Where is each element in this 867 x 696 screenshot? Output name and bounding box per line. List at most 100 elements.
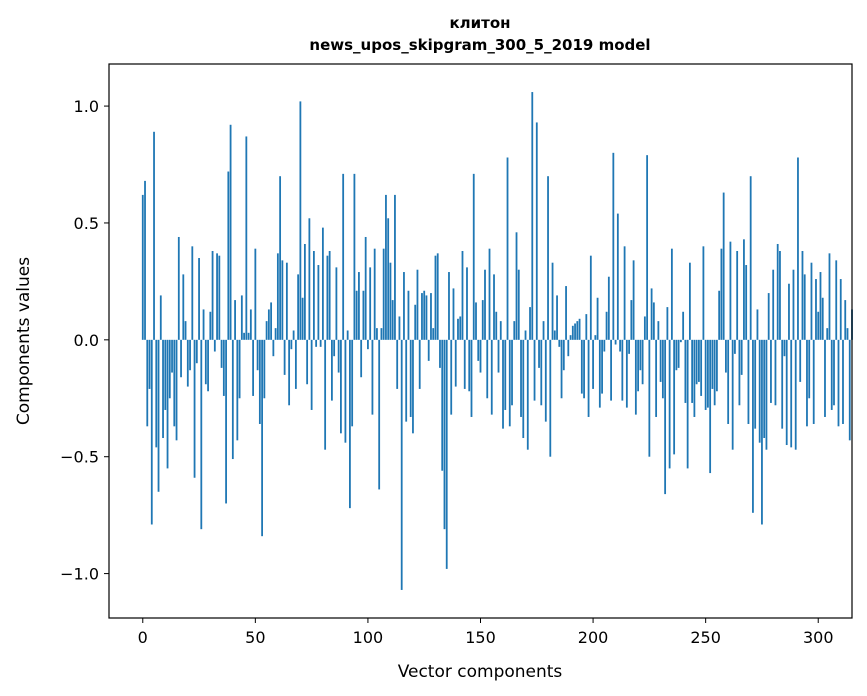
bar-component-175 xyxy=(535,122,538,340)
bar-component-178 xyxy=(542,321,545,340)
bar-component-118 xyxy=(407,290,410,340)
bar-component-90 xyxy=(344,339,347,443)
bar-component-45 xyxy=(243,332,245,340)
bar-component-217 xyxy=(630,300,633,340)
bar-component-78 xyxy=(317,265,320,340)
x-axis-ticks: 0 50 100 150 200 250 300 xyxy=(138,618,834,647)
bar-component-212 xyxy=(619,339,621,352)
bar-component-1 xyxy=(144,180,146,340)
bar-component-163 xyxy=(508,339,511,427)
bar-component-314 xyxy=(848,339,851,441)
bar-component-86 xyxy=(335,267,338,340)
bar-component-276 xyxy=(763,339,766,439)
bar-component-141 xyxy=(459,316,462,340)
bar-component-261 xyxy=(729,241,732,340)
bar-component-147 xyxy=(472,173,475,340)
bar-component-264 xyxy=(736,251,739,340)
bar-component-28 xyxy=(204,339,207,385)
bar-component-189 xyxy=(567,339,570,357)
bar-component-198 xyxy=(587,339,590,417)
bar-component-112 xyxy=(394,194,396,340)
bar-component-291 xyxy=(797,157,799,340)
bar-component-288 xyxy=(790,339,793,448)
bar-component-156 xyxy=(493,274,495,340)
bar-component-94 xyxy=(353,173,356,340)
bar-component-260 xyxy=(727,339,730,424)
bar-component-196 xyxy=(583,339,585,399)
bar-component-151 xyxy=(481,300,484,340)
bar-component-211 xyxy=(616,213,619,340)
bar-component-244 xyxy=(691,339,694,403)
bar-component-257 xyxy=(720,248,723,340)
bar-component-105 xyxy=(378,339,381,490)
bar-component-295 xyxy=(806,339,808,427)
bar-component-254 xyxy=(713,339,716,406)
bar-component-246 xyxy=(695,339,698,385)
bar-component-7 xyxy=(157,339,160,492)
bar-component-80 xyxy=(321,227,324,340)
x-tick-label: 150 xyxy=(465,628,496,647)
x-tick-label: 300 xyxy=(803,628,834,647)
bar-component-284 xyxy=(781,339,784,429)
bar-component-60 xyxy=(276,253,279,340)
bar-component-302 xyxy=(821,297,824,340)
bar-component-216 xyxy=(628,339,630,354)
y-tick-label: 0.5 xyxy=(74,214,99,233)
bar-component-271 xyxy=(752,339,754,513)
bar-component-66 xyxy=(290,339,293,350)
x-tick-label: 100 xyxy=(353,628,384,647)
bar-component-238 xyxy=(677,339,680,368)
x-tick-label: 250 xyxy=(690,628,721,647)
x-tick-label: 0 xyxy=(138,628,148,647)
bar-component-107 xyxy=(382,248,385,340)
bar-component-29 xyxy=(207,339,209,392)
bar-component-155 xyxy=(490,339,493,415)
y-tick-label: 1.0 xyxy=(74,97,99,116)
bar-component-285 xyxy=(783,339,786,357)
bar-component-154 xyxy=(488,248,491,340)
bar-component-10 xyxy=(164,339,167,410)
bar-component-213 xyxy=(621,339,624,401)
bar-component-113 xyxy=(396,339,399,389)
bar-component-129 xyxy=(432,328,435,340)
bar-component-236 xyxy=(673,339,676,455)
bar-component-74 xyxy=(308,218,311,340)
bar-component-268 xyxy=(745,265,748,340)
bar-component-229 xyxy=(657,321,660,340)
bar-component-92 xyxy=(349,339,351,509)
bar-component-250 xyxy=(704,339,707,410)
bar-component-240 xyxy=(682,311,685,340)
bar-component-149 xyxy=(477,339,480,361)
bar-component-239 xyxy=(679,339,682,343)
bar-component-197 xyxy=(585,314,588,340)
bar-component-38 xyxy=(227,171,230,340)
bar-component-177 xyxy=(540,339,543,406)
bar-component-167 xyxy=(517,269,520,340)
bar-component-0 xyxy=(141,194,144,340)
bar-component-62 xyxy=(281,260,284,340)
bar-component-278 xyxy=(767,293,770,340)
bar-component-139 xyxy=(454,339,457,387)
bar-component-195 xyxy=(580,339,583,394)
bar-component-48 xyxy=(249,309,252,340)
x-tick-label: 200 xyxy=(578,628,609,647)
bar-component-153 xyxy=(486,339,489,399)
bar-component-145 xyxy=(468,339,471,392)
bar-component-299 xyxy=(815,279,817,340)
bar-component-251 xyxy=(707,339,709,408)
bar-component-190 xyxy=(569,335,572,340)
bar-component-4 xyxy=(150,339,153,525)
bar-component-108 xyxy=(385,194,387,340)
bar-component-134 xyxy=(443,339,446,530)
bar-component-39 xyxy=(229,124,232,340)
bar-component-146 xyxy=(470,339,473,417)
bar-component-114 xyxy=(398,316,401,340)
bar-component-148 xyxy=(475,302,477,340)
bar-component-43 xyxy=(238,339,241,399)
bar-component-103 xyxy=(373,248,376,340)
bar-component-199 xyxy=(589,255,592,340)
bar-component-208 xyxy=(610,339,612,401)
bar-component-228 xyxy=(655,339,658,417)
